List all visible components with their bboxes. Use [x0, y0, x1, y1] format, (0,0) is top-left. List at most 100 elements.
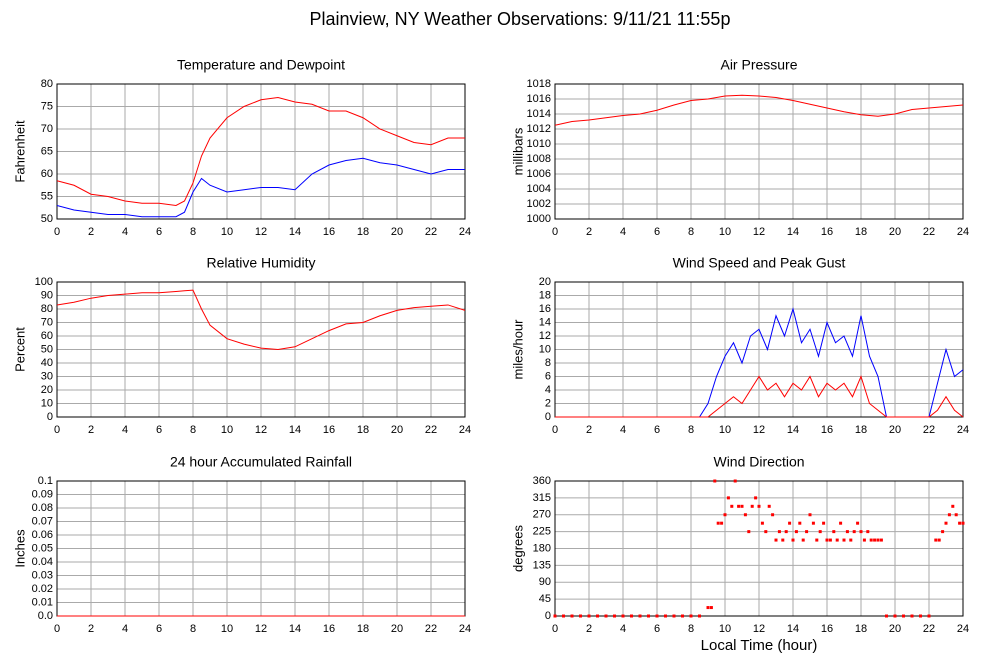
x-tick-label: 24 — [957, 226, 969, 238]
y-tick-label: 270 — [533, 509, 551, 521]
x-tick-label: 4 — [122, 226, 128, 238]
data-point — [604, 614, 608, 618]
x-tick-label: 18 — [855, 623, 867, 635]
data-point — [862, 538, 866, 542]
x-tick-label: 22 — [923, 226, 935, 238]
y-tick-label: 75 — [41, 100, 53, 112]
x-tick-label: 18 — [357, 226, 369, 238]
data-point — [866, 530, 870, 534]
data-point — [771, 513, 775, 517]
data-point — [805, 530, 809, 534]
y-tick-label: 30 — [41, 370, 53, 382]
data-point — [937, 538, 941, 542]
data-point — [927, 614, 931, 618]
x-tick-label: 2 — [586, 424, 592, 436]
x-tick-label: 6 — [156, 226, 162, 238]
x-tick-label: 4 — [620, 226, 626, 238]
data-point — [784, 530, 788, 534]
x-tick-label: 8 — [688, 623, 694, 635]
chart-title: Wind Speed and Peak Gust — [673, 255, 846, 271]
x-tick-label: 16 — [323, 424, 335, 436]
data-point — [801, 538, 805, 542]
y-tick-label: 1006 — [527, 168, 551, 180]
x-tick-label: 12 — [753, 226, 765, 238]
x-tick-label: 24 — [459, 424, 471, 436]
x-tick-label: 4 — [122, 424, 128, 436]
y-axis-label: millibars — [510, 127, 525, 175]
data-point — [944, 521, 948, 525]
y-tick-label: 16 — [539, 303, 551, 315]
x-tick-label: 18 — [357, 623, 369, 635]
x-axis-label: Local Time (hour) — [701, 637, 818, 654]
y-tick-label: 80 — [41, 78, 53, 90]
y-tick-label: 4 — [545, 384, 551, 396]
data-point — [698, 614, 701, 618]
y-tick-label: 60 — [41, 168, 53, 180]
data-point — [681, 614, 684, 618]
data-point — [767, 504, 771, 508]
x-tick-label: 20 — [889, 623, 901, 635]
y-tick-label: 50 — [41, 213, 53, 225]
x-tick-label: 6 — [654, 226, 660, 238]
x-tick-label: 8 — [190, 226, 196, 238]
data-point — [954, 513, 958, 517]
x-tick-label: 18 — [855, 226, 867, 238]
y-tick-label: 1018 — [527, 78, 551, 90]
data-point — [941, 530, 945, 534]
y-tick-label: 180 — [533, 542, 551, 554]
data-point — [553, 614, 557, 618]
data-point — [733, 479, 737, 483]
chart-title: Wind Direction — [713, 454, 804, 470]
data-point — [961, 521, 965, 525]
x-tick-label: 0 — [54, 226, 60, 238]
y-tick-label: 0.1 — [38, 475, 53, 487]
y-tick-label: 225 — [533, 526, 551, 538]
data-point — [919, 614, 922, 618]
x-tick-label: 22 — [923, 623, 935, 635]
data-point — [737, 504, 741, 508]
data-line — [56, 157, 465, 218]
x-tick-label: 10 — [719, 226, 731, 238]
x-tick-label: 24 — [459, 226, 471, 238]
chart-title: Temperature and Dewpoint — [177, 57, 345, 73]
x-tick-label: 18 — [855, 424, 867, 436]
chart-title: Relative Humidity — [207, 255, 316, 271]
data-point — [835, 538, 839, 542]
data-point — [562, 614, 565, 618]
y-tick-label: 1010 — [527, 138, 551, 150]
y-tick-label: 0.08 — [32, 502, 53, 514]
x-tick-label: 0 — [552, 623, 558, 635]
data-point — [825, 538, 829, 542]
x-tick-label: 12 — [255, 424, 267, 436]
data-point — [743, 513, 747, 517]
y-tick-label: 20 — [539, 276, 551, 288]
x-tick-label: 0 — [54, 623, 60, 635]
data-point — [832, 530, 836, 534]
x-tick-label: 12 — [753, 623, 765, 635]
data-point — [672, 614, 676, 618]
plot-frame — [554, 480, 964, 617]
data-point — [621, 614, 625, 618]
x-tick-label: 16 — [821, 623, 833, 635]
x-tick-label: 18 — [357, 424, 369, 436]
data-point — [760, 521, 764, 525]
y-tick-label: 20 — [41, 384, 53, 396]
y-tick-label: 1004 — [527, 183, 551, 195]
x-tick-label: 2 — [88, 226, 94, 238]
data-point — [647, 614, 650, 618]
data-point — [754, 496, 758, 500]
data-point — [815, 538, 819, 542]
y-tick-label: 2 — [545, 397, 551, 409]
y-axis-label: Inches — [12, 529, 27, 568]
x-tick-label: 2 — [88, 623, 94, 635]
data-point — [828, 538, 832, 542]
x-tick-label: 12 — [255, 623, 267, 635]
x-tick-label: 12 — [255, 226, 267, 238]
x-tick-label: 6 — [654, 623, 660, 635]
data-point — [885, 614, 888, 618]
data-point — [613, 614, 616, 618]
y-tick-label: 40 — [41, 357, 53, 369]
data-point — [947, 513, 951, 517]
x-tick-label: 10 — [221, 623, 233, 635]
